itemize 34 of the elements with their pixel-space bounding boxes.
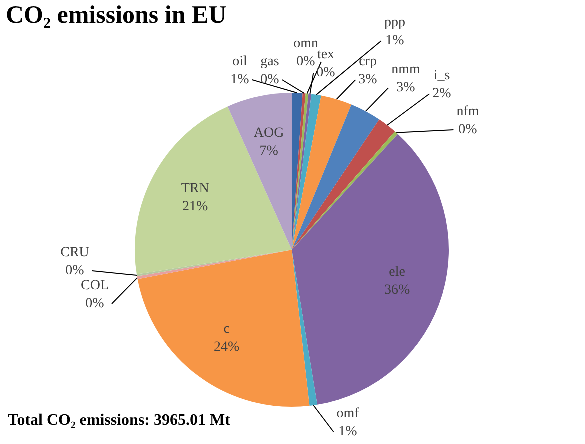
data-label: 24%	[214, 340, 240, 356]
slice-label: AOG	[254, 126, 284, 142]
slice-label: omf	[336, 406, 360, 422]
slice-label: nmm	[392, 62, 420, 78]
data-label: 0%	[66, 264, 85, 279]
slice-label: ele	[389, 264, 406, 280]
data-label: 0%	[316, 66, 336, 81]
slice-label: oil	[232, 54, 248, 70]
chart-title: CO₂ emissions in EU	[6, 2, 227, 30]
data-label: 21%	[182, 199, 209, 214]
slice-label: ppp	[384, 16, 406, 31]
slice-label: tex	[317, 48, 335, 63]
slice-label: crp	[359, 54, 377, 70]
data-label: 1%	[338, 424, 358, 440]
data-label: 1%	[230, 72, 250, 88]
data-label: 0%	[458, 122, 478, 138]
data-label: 0%	[260, 72, 280, 88]
slice-label: TRN	[181, 181, 210, 196]
slice-label: COL	[81, 278, 109, 294]
data-label: 7%	[260, 144, 279, 160]
text: Total CO₂ emissions: 3965.01 Mt	[8, 412, 230, 430]
data-label: 0%	[86, 296, 105, 312]
data-label: 3%	[358, 72, 378, 88]
data-label: 1%	[386, 34, 405, 49]
slice-label: gas	[260, 54, 280, 70]
slice-label: i_s	[434, 68, 450, 84]
slice-label: omn	[294, 36, 318, 52]
slice-label: nfm	[456, 104, 480, 120]
data-label: 0%	[296, 54, 316, 70]
slice-label: c	[224, 322, 230, 338]
data-label: 2%	[432, 86, 452, 102]
slice-label: CRU	[60, 246, 90, 261]
data-label: 3%	[396, 80, 416, 96]
data-label: 36%	[384, 282, 411, 298]
